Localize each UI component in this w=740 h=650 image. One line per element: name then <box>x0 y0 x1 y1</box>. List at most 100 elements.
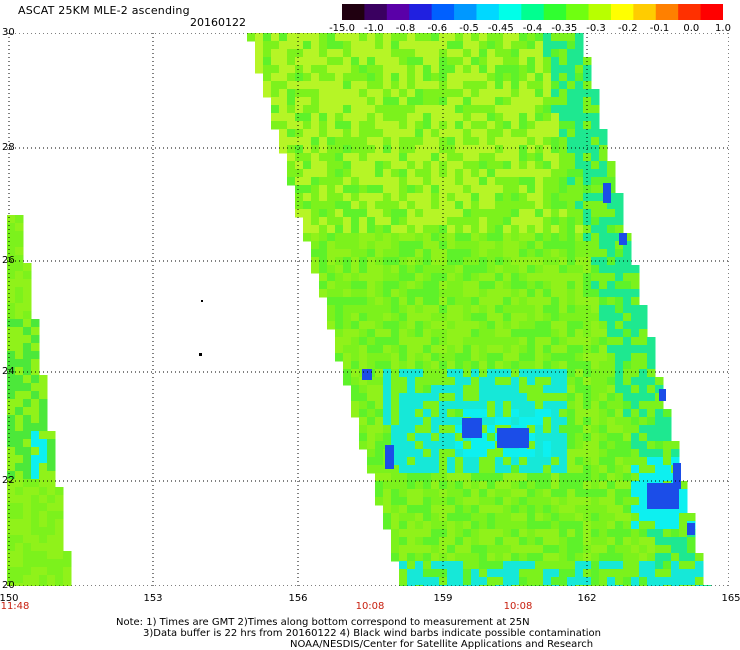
swath-cell <box>455 313 464 322</box>
swath-cell <box>575 537 584 546</box>
swath-cell <box>519 481 528 490</box>
swath-cell <box>567 129 576 138</box>
swath-cell <box>631 465 640 474</box>
swath-cell <box>503 241 512 250</box>
footnote-line-2: 3)Data buffer is 22 hrs from 20160122 4)… <box>143 628 601 639</box>
swath-cell <box>567 105 576 114</box>
swath-cell <box>383 465 392 474</box>
swath-cell <box>391 465 400 474</box>
swath-cell <box>559 425 568 434</box>
swath-cell <box>63 567 72 576</box>
swath-cell <box>607 241 616 250</box>
swath-cell <box>623 537 632 546</box>
swath-cell <box>407 297 416 306</box>
swath-cell <box>575 529 584 538</box>
swath-cell <box>471 561 480 570</box>
swath-cell <box>391 393 400 402</box>
swath-cell <box>431 465 440 474</box>
swath-cell <box>495 529 504 538</box>
swath-cell <box>511 217 520 226</box>
swath-cell <box>535 41 544 50</box>
swath-cell <box>431 225 440 234</box>
swath-cell <box>351 153 360 162</box>
swath-cell <box>319 121 328 130</box>
swath-cell <box>423 121 432 130</box>
swath-cell <box>607 281 616 290</box>
swath-cell <box>359 265 368 274</box>
swath-cell <box>647 577 656 586</box>
swath-cell <box>431 473 440 482</box>
swath-cell <box>623 577 632 586</box>
swath-cell <box>279 113 288 122</box>
swath-cell <box>311 145 320 154</box>
swath-cell <box>607 297 616 306</box>
swath-cell <box>647 377 656 386</box>
swath-cell <box>415 417 424 426</box>
swath-cell <box>551 185 560 194</box>
swath-cell <box>351 97 360 106</box>
swath-cell <box>543 545 552 554</box>
swath-cell <box>607 393 616 402</box>
swath-cell <box>47 479 56 488</box>
swath-cell <box>23 511 32 520</box>
swath-cell <box>575 481 584 490</box>
swath-cell <box>503 105 512 114</box>
swath-cell <box>383 297 392 306</box>
swath-cell <box>623 481 632 490</box>
swath-cell <box>503 313 512 322</box>
swath-cell <box>343 65 352 74</box>
swath-cell <box>543 385 552 394</box>
swath-cell <box>543 377 552 386</box>
swath-cell <box>367 113 376 122</box>
swath-cell <box>343 321 352 330</box>
swath-cell <box>671 577 680 586</box>
swath-cell <box>391 505 400 514</box>
swath-cell <box>39 439 48 448</box>
swath-cell <box>367 345 376 354</box>
swath-cell <box>631 313 640 322</box>
swath-cell <box>375 321 384 330</box>
swath-cell <box>575 65 584 74</box>
swath-cell <box>383 361 392 370</box>
swath-cell <box>575 81 584 90</box>
swath-cell <box>31 351 40 360</box>
swath-cell <box>447 305 456 314</box>
swath-cell <box>407 545 416 554</box>
swath-cell <box>535 401 544 410</box>
swath-cell <box>463 489 472 498</box>
swath-cell <box>39 447 48 456</box>
swath-cell <box>455 481 464 490</box>
swath-cell <box>463 193 472 202</box>
swath-cell <box>399 537 408 546</box>
swath-cell <box>431 409 440 418</box>
swath-cell <box>359 393 368 402</box>
swath-cell <box>263 49 272 58</box>
swath-cell <box>575 105 584 114</box>
swath-cell <box>351 81 360 90</box>
swath-cell <box>479 81 488 90</box>
swath-cell <box>431 249 440 258</box>
swath-cell <box>503 409 512 418</box>
swath-cell <box>511 297 520 306</box>
swath-cell <box>519 569 528 578</box>
swath-cell <box>487 33 496 42</box>
swath-cell <box>511 489 520 498</box>
swath-cell <box>543 177 552 186</box>
swath-cell <box>671 513 680 522</box>
swath-cell <box>535 329 544 338</box>
swath-cell <box>423 553 432 562</box>
swath-cell <box>487 377 496 386</box>
swath-cell <box>575 289 584 298</box>
swath-cell <box>663 561 672 570</box>
swath-cell <box>631 441 640 450</box>
swath-cell <box>303 49 312 58</box>
swath-cell <box>63 583 72 586</box>
contamination-mark <box>199 353 202 356</box>
swath-cell <box>567 89 576 98</box>
colorbar <box>342 4 723 20</box>
swath-cell <box>7 231 16 240</box>
swath-cell <box>423 449 432 458</box>
swath-cell <box>487 337 496 346</box>
swath-cell <box>15 455 24 464</box>
swath-cell <box>535 289 544 298</box>
